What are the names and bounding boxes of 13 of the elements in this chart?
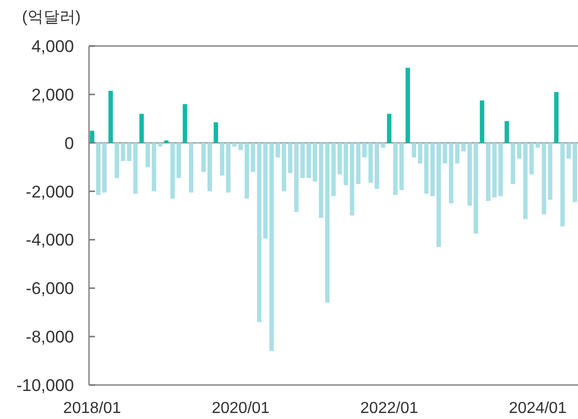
y-tick-label: 0 [64, 134, 74, 153]
y-tick-label: 4,000 [31, 37, 74, 56]
y-axis-title: (억달러) [22, 9, 81, 26]
y-tick-label: 2,000 [31, 85, 74, 104]
x-tick-label: 2022/01 [360, 400, 418, 417]
x-tick-label: 2020/01 [212, 400, 270, 417]
y-tick-label: -4,000 [26, 230, 74, 250]
x-tick-label: 2024/01 [508, 400, 567, 417]
y-tick-label: -2,000 [26, 182, 74, 202]
y-tick-label: -10,000 [16, 376, 74, 395]
y-tick-label: -6,000 [26, 279, 74, 298]
y-tick-label: -8,000 [26, 328, 74, 347]
x-tick-label: 2018/01 [63, 400, 122, 417]
